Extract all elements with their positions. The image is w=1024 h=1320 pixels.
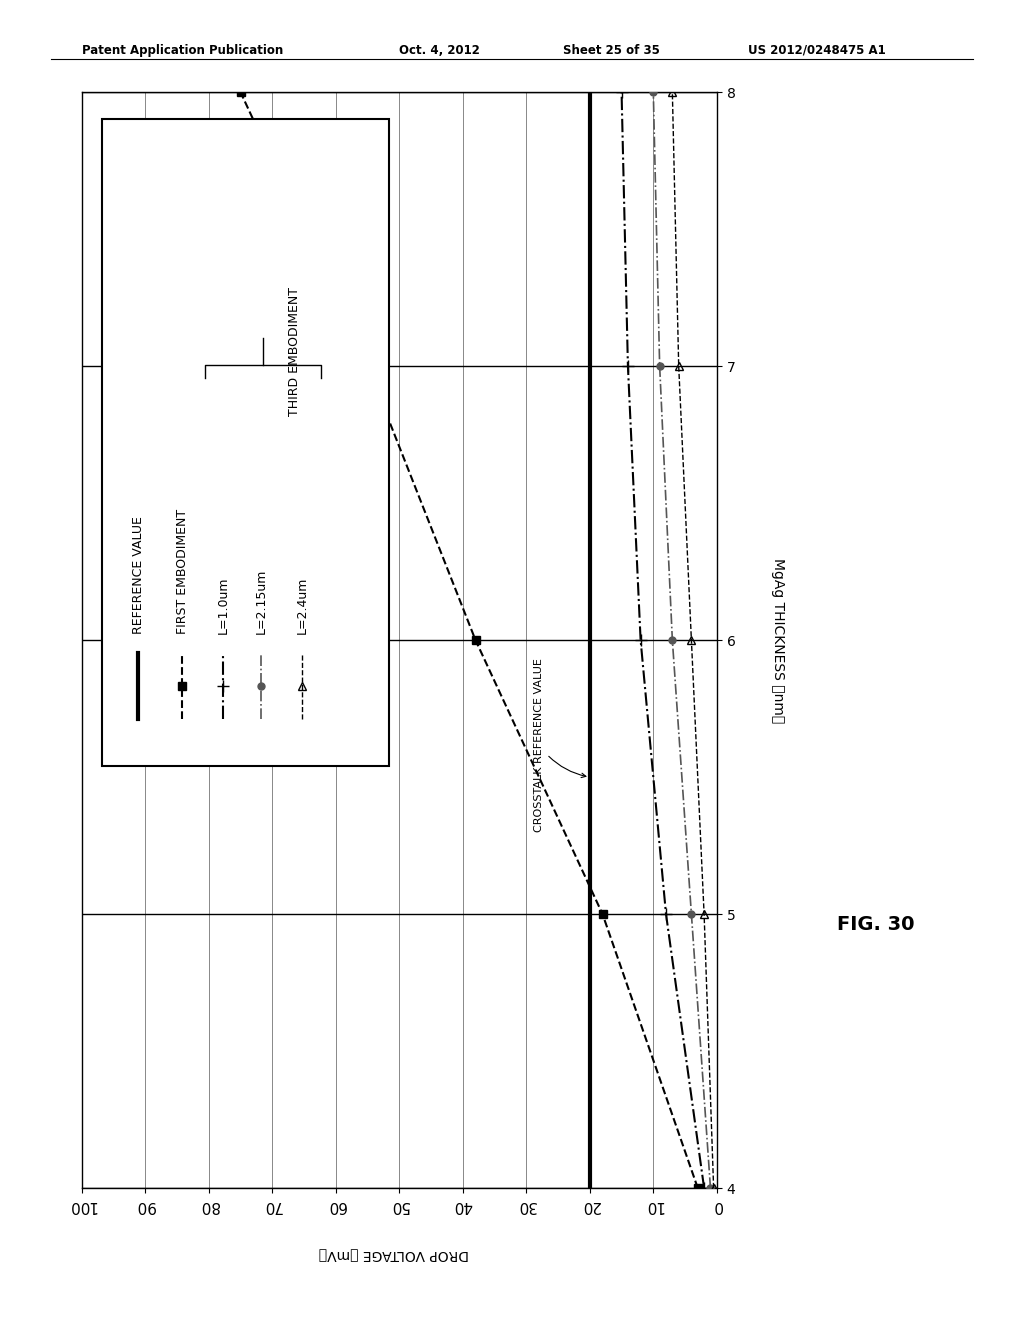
Text: L=2.15um: L=2.15um — [255, 568, 267, 634]
Text: Sheet 25 of 35: Sheet 25 of 35 — [563, 44, 660, 57]
Text: REFERENCE VALUE: REFERENCE VALUE — [132, 516, 144, 634]
Text: L=1.0um: L=1.0um — [217, 576, 229, 634]
Text: US 2012/0248475 A1: US 2012/0248475 A1 — [748, 44, 886, 57]
Text: THIRD EMBODIMENT: THIRD EMBODIMENT — [289, 286, 301, 416]
Text: Patent Application Publication: Patent Application Publication — [82, 44, 284, 57]
Text: DROP VOLTAGE 【mV】: DROP VOLTAGE 【mV】 — [319, 1247, 469, 1262]
Text: L=2.4um: L=2.4um — [296, 577, 308, 634]
Text: CROSSTALK REFERENCE VALUE: CROSSTALK REFERENCE VALUE — [535, 659, 586, 832]
Text: FIG. 30: FIG. 30 — [837, 915, 914, 933]
Text: FIRST EMBODIMENT: FIRST EMBODIMENT — [176, 508, 188, 634]
Text: Oct. 4, 2012: Oct. 4, 2012 — [399, 44, 480, 57]
Text: MgAg THICKNESS 【nm】: MgAg THICKNESS 【nm】 — [771, 557, 785, 723]
